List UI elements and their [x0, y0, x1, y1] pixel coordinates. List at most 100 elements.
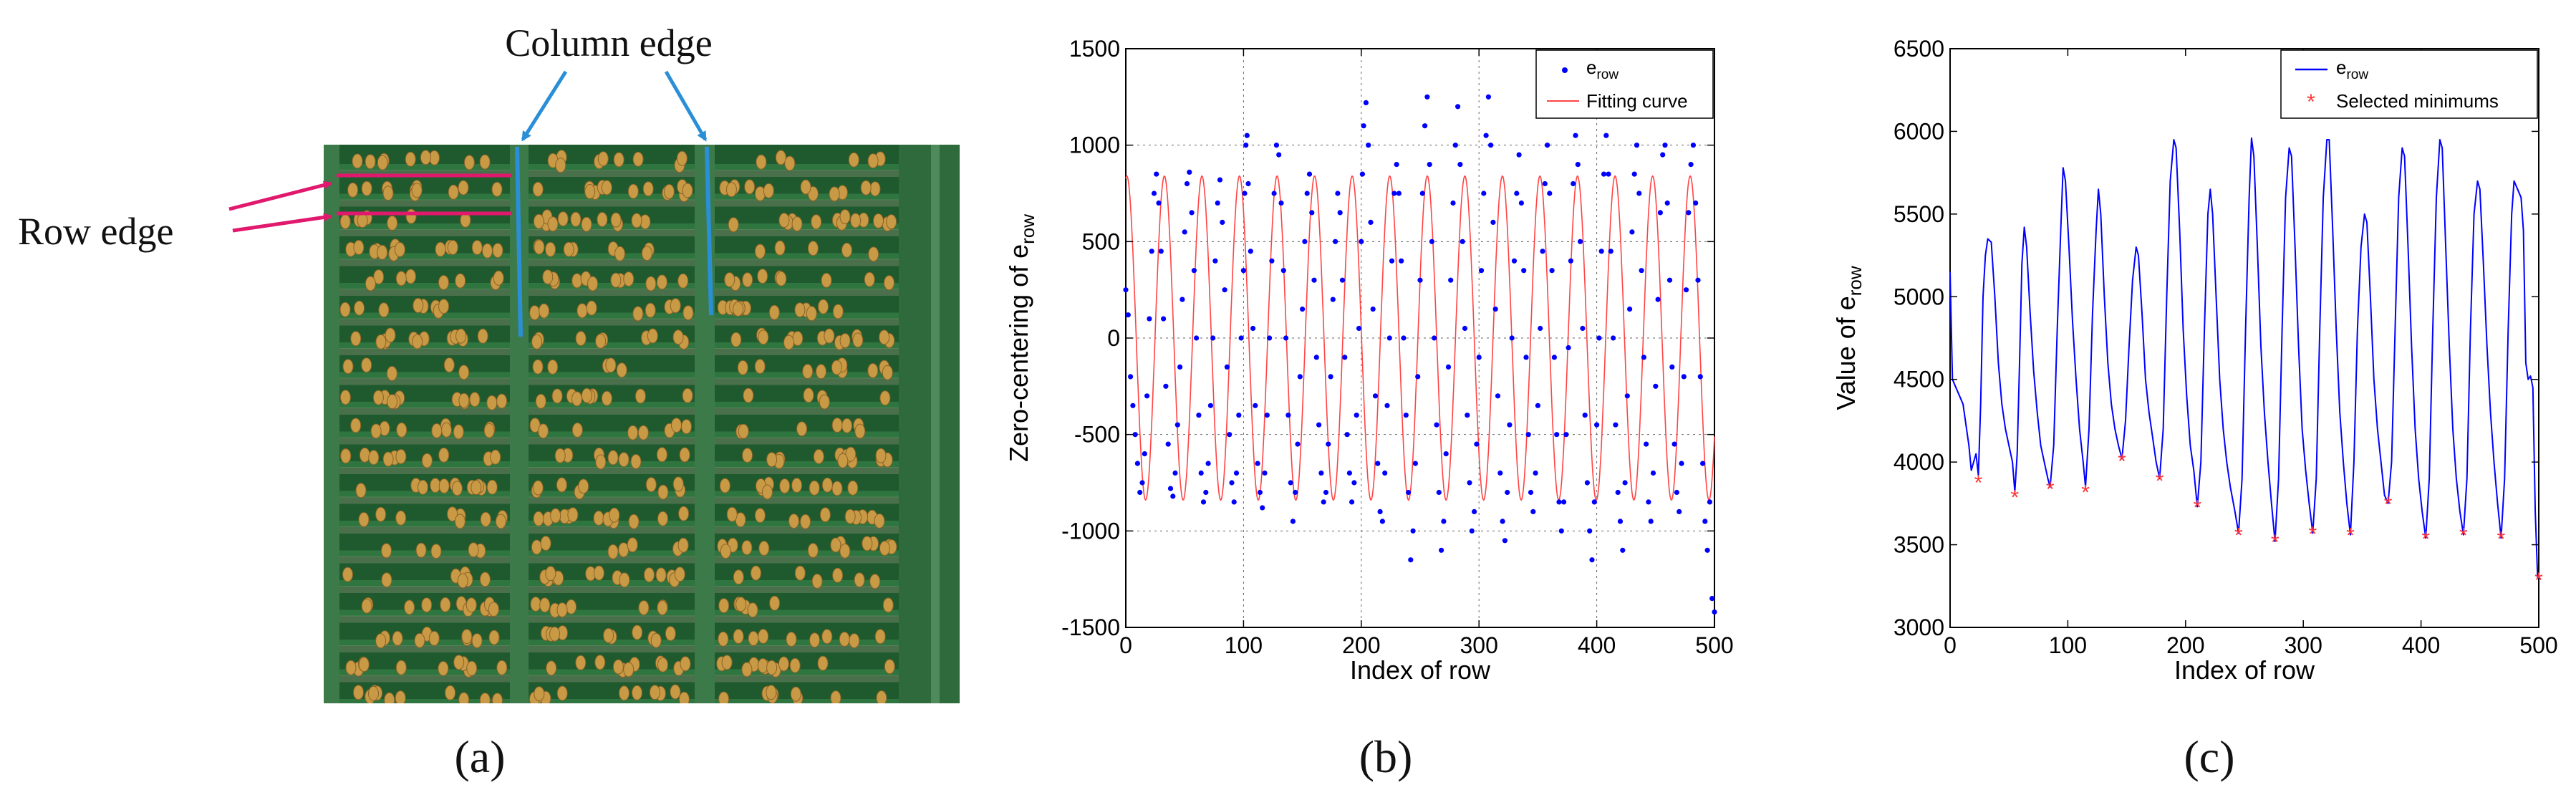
grain-kernel: [627, 537, 638, 553]
grain-kernel: [794, 565, 806, 581]
erow-point: [1264, 413, 1270, 418]
erow-point: [1260, 505, 1265, 511]
erow-point: [1123, 287, 1129, 293]
b-xtick-label: 0: [1119, 632, 1132, 658]
sieve-slat: [529, 609, 695, 617]
y-axis-label-b-main: Zero-centering of e: [1004, 244, 1033, 462]
grain-kernel: [415, 542, 427, 558]
erow-point: [1165, 441, 1171, 447]
grain-kernel: [488, 602, 499, 617]
grain-kernel: [454, 514, 465, 529]
sieve-slat: [339, 283, 510, 289]
slat-shadow: [715, 645, 899, 652]
grain-kernel: [581, 216, 592, 232]
grain-kernel: [435, 241, 446, 257]
column-edge-marker-1: [515, 146, 523, 337]
grain-kernel: [831, 360, 842, 375]
erow-point: [1644, 441, 1649, 447]
grain-kernel: [556, 685, 568, 701]
erow-point: [1359, 238, 1364, 244]
erow-point: [1622, 480, 1628, 486]
grain-kernel: [347, 182, 359, 198]
grain-kernel: [875, 448, 887, 463]
grain-kernel: [386, 366, 397, 381]
erow-point: [1189, 210, 1195, 216]
erow-point: [1379, 519, 1385, 524]
grain-kernel: [649, 685, 660, 700]
erow-point: [1580, 325, 1586, 332]
selected-minimum-marker: *: [1974, 471, 1983, 495]
grain-kernel: [539, 597, 551, 613]
erow-point: [1323, 489, 1329, 496]
grain-kernel: [455, 328, 467, 344]
grain-kernel: [607, 450, 619, 466]
erow-point: [1396, 191, 1402, 196]
grain-kernel: [766, 685, 777, 700]
grain-kernel: [796, 421, 808, 437]
erow-point: [1681, 374, 1687, 380]
erow-point: [1589, 557, 1595, 563]
erow-point: [1568, 258, 1573, 264]
grain-kernel: [811, 574, 823, 589]
grain-kernel: [743, 387, 754, 403]
grain-kernel: [756, 154, 767, 170]
sieve-slats: [339, 150, 899, 703]
grain-kernel: [718, 691, 730, 703]
grain-kernel: [619, 685, 629, 701]
erow-point: [1212, 258, 1218, 264]
grain-kernel: [339, 390, 351, 405]
grain-kernel: [656, 274, 667, 290]
grain-kernel: [655, 567, 667, 583]
erow-point: [1198, 470, 1204, 476]
grain-kernel: [466, 660, 478, 676]
erow-point: [1205, 461, 1211, 466]
erow-point: [1533, 470, 1538, 476]
erow-point: [1210, 335, 1216, 341]
selected-minimum-marker: *: [2011, 486, 2020, 510]
grain-kernel: [593, 511, 604, 526]
grain-kernel: [811, 214, 822, 230]
slat-shadow: [715, 437, 899, 445]
grain-kernel: [824, 328, 835, 344]
erow-point: [1242, 191, 1248, 196]
erow-point: [1290, 519, 1296, 524]
erow-point: [1657, 210, 1663, 216]
erow-point: [1666, 277, 1673, 283]
erow-point: [1709, 596, 1715, 602]
grain-kernel: [778, 213, 790, 228]
erow-point: [1370, 307, 1376, 312]
slat-shadow: [339, 496, 510, 504]
c-xtick-label: 300: [2285, 632, 2322, 658]
grain-kernel: [837, 453, 849, 468]
sieve-slat: [339, 431, 510, 438]
plot-area-c: [1949, 48, 2539, 628]
c-ytick-label: 3000: [1894, 615, 1944, 640]
erow-point: [1578, 238, 1583, 244]
grain-kernel: [819, 507, 831, 523]
b-xtick-label: 100: [1225, 632, 1263, 658]
selected-minimum-marker: *: [2384, 493, 2393, 516]
erow-point: [1262, 470, 1268, 476]
slat-shadow: [339, 615, 510, 623]
erow-point: [1686, 210, 1692, 216]
grain-kernel: [788, 514, 799, 529]
slat-shadow: [339, 170, 510, 177]
selected-minimum-marker: *: [2118, 450, 2126, 473]
erow-point: [1624, 393, 1630, 399]
grain-kernel: [816, 364, 826, 380]
legend-label-erow-c: erow: [2336, 57, 2368, 82]
slat-shadow: [529, 259, 695, 266]
grain-kernel: [718, 598, 730, 614]
erow-point: [1521, 268, 1527, 274]
erow-point: [1391, 191, 1397, 196]
slat-shadow: [339, 318, 510, 326]
legend-box-c: [2280, 49, 2538, 119]
grain-kernel: [776, 271, 787, 286]
grain-kernel: [607, 544, 619, 559]
grain-kernel: [469, 392, 481, 408]
grain-kernel: [839, 543, 851, 559]
slat-shadow: [715, 408, 899, 415]
erow-point: [1627, 307, 1633, 312]
erow-point: [1507, 422, 1513, 428]
grain-kernel: [483, 423, 495, 438]
